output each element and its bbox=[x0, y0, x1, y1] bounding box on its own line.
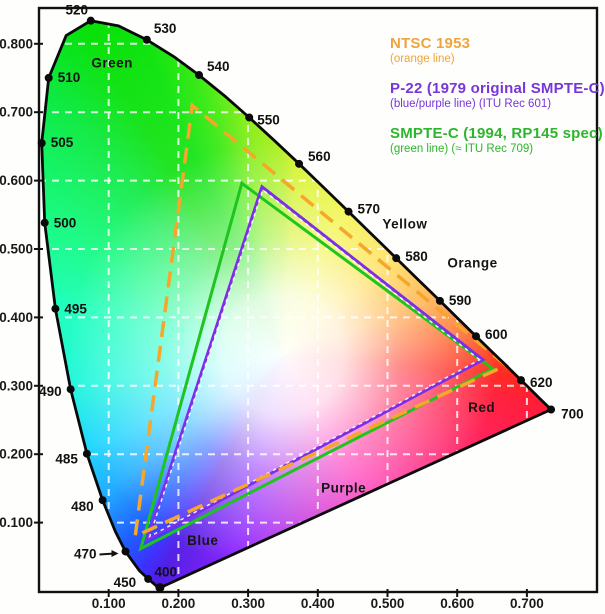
svg-text:0.300: 0.300 bbox=[0, 378, 33, 393]
svg-text:450: 450 bbox=[114, 575, 137, 590]
svg-text:0.100: 0.100 bbox=[92, 596, 126, 611]
legend-title: SMPTE-C (1994, RP145 spec) bbox=[390, 125, 603, 142]
svg-text:0.400: 0.400 bbox=[0, 310, 33, 325]
svg-text:560: 560 bbox=[308, 149, 331, 164]
svg-text:Yellow: Yellow bbox=[382, 216, 427, 231]
x-tick-labels: 0.100 0.200 0.300 0.400 0.500 0.600 0.700 bbox=[92, 596, 544, 611]
svg-text:500: 500 bbox=[54, 216, 77, 231]
svg-text:580: 580 bbox=[405, 249, 428, 264]
svg-text:0.500: 0.500 bbox=[371, 596, 405, 611]
gamut-triangle-smpte-c-1994-rp145-spec bbox=[138, 180, 496, 552]
svg-text:0.800: 0.800 bbox=[0, 36, 33, 51]
svg-text:0.600: 0.600 bbox=[440, 596, 474, 611]
svg-text:0.200: 0.200 bbox=[0, 447, 33, 462]
axis-ticks bbox=[34, 42, 528, 597]
svg-text:490: 490 bbox=[39, 384, 62, 399]
svg-text:485: 485 bbox=[55, 452, 78, 467]
wavelength-markers: 520 530 540 550 560 570 580 590 600 620 700 510 505 5… bbox=[37, 3, 584, 590]
svg-text:0.600: 0.600 bbox=[0, 173, 33, 188]
legend-subtitle: (green line) (≈ ITU Rec 709) bbox=[390, 143, 534, 155]
svg-text:520: 520 bbox=[66, 3, 89, 18]
svg-text:480: 480 bbox=[71, 499, 94, 514]
legend-entry-smpte-c: SMPTE-C (1994, RP145 spec) (green line) … bbox=[390, 126, 605, 156]
svg-text:700: 700 bbox=[561, 407, 584, 422]
gamut-triangle-p-22-1979-original-smpte-c bbox=[144, 184, 486, 543]
svg-text:530: 530 bbox=[154, 21, 177, 36]
svg-text:400: 400 bbox=[155, 565, 178, 580]
svg-text:600: 600 bbox=[485, 327, 508, 342]
svg-text:620: 620 bbox=[530, 375, 553, 390]
legend: NTSC 1953 (orange line) P-22 (1979 origi… bbox=[390, 36, 605, 171]
svg-text:550: 550 bbox=[257, 112, 280, 127]
svg-text:590: 590 bbox=[449, 293, 472, 308]
svg-text:Orange: Orange bbox=[447, 255, 497, 270]
svg-text:505: 505 bbox=[51, 135, 74, 150]
svg-text:0.700: 0.700 bbox=[510, 596, 544, 611]
svg-text:0.700: 0.700 bbox=[0, 105, 33, 120]
legend-title: NTSC 1953 bbox=[390, 35, 471, 52]
svg-text:0.300: 0.300 bbox=[231, 596, 265, 611]
spectral-locus bbox=[40, 19, 553, 593]
svg-text:0.100: 0.100 bbox=[0, 515, 33, 530]
gamut-triangle-ntsc-1953 bbox=[133, 102, 510, 540]
svg-text:0.400: 0.400 bbox=[301, 596, 335, 611]
color-region-labels: Green Yellow Orange Red Purple Blue bbox=[91, 56, 497, 548]
svg-text:495: 495 bbox=[64, 302, 87, 317]
svg-text:Blue: Blue bbox=[187, 533, 218, 548]
svg-text:0.500: 0.500 bbox=[0, 242, 33, 257]
gamut-triangles bbox=[133, 102, 510, 552]
svg-text:Red: Red bbox=[468, 400, 495, 415]
svg-text:Green: Green bbox=[91, 56, 133, 71]
svg-text:Purple: Purple bbox=[321, 481, 366, 496]
legend-entry-ntsc-1953: NTSC 1953 (orange line) bbox=[390, 36, 605, 66]
svg-text:470: 470 bbox=[74, 546, 97, 561]
y-tick-labels: 0.100 0.200 0.300 0.400 0.500 0.600 0.700 0.800 bbox=[0, 36, 33, 530]
gamut-triangle-white-dotted-companion bbox=[148, 188, 481, 539]
legend-title: P-22 (1979 original SMPTE-C) bbox=[390, 80, 605, 97]
svg-text:570: 570 bbox=[358, 202, 381, 217]
legend-subtitle: (blue/purple line) (ITU Rec 601) bbox=[390, 98, 552, 110]
svg-text:540: 540 bbox=[207, 59, 230, 74]
svg-text:0.200: 0.200 bbox=[162, 596, 196, 611]
svg-text:510: 510 bbox=[58, 70, 81, 85]
legend-entry-p22: P-22 (1979 original SMPTE-C) (blue/purpl… bbox=[390, 81, 605, 111]
legend-subtitle: (orange line) bbox=[390, 53, 455, 65]
